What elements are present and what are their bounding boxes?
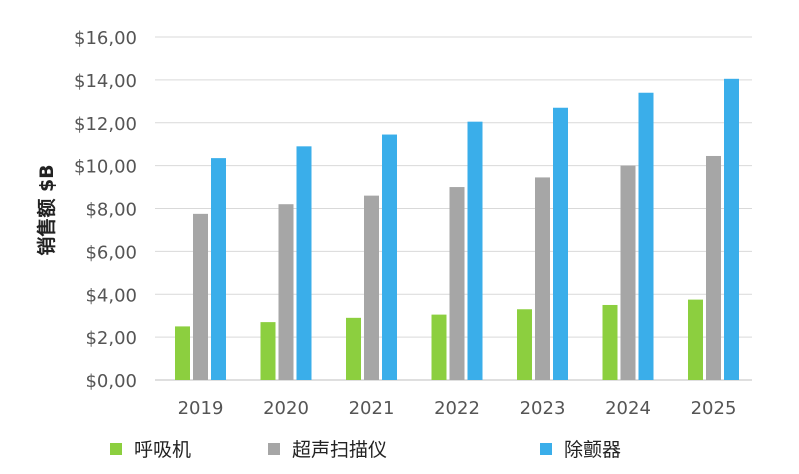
bar-defibrillator	[211, 158, 226, 380]
y-tick-label: $8,00	[85, 200, 137, 221]
bar-defibrillator	[296, 146, 312, 380]
bar-ultrasound	[535, 177, 550, 380]
bar-defibrillator	[724, 78, 739, 380]
bar-ventilator	[431, 314, 447, 380]
legend: 呼吸机 超声扫描仪 除颤器	[110, 439, 621, 461]
legend-swatch	[540, 443, 552, 455]
x-tick-label: 2025	[691, 398, 737, 419]
legend-label: 超声扫描仪	[292, 439, 387, 461]
bar-ultrasound	[449, 187, 465, 380]
y-tick-label: $14,00	[74, 71, 137, 92]
y-axis-ticks: $0,00 $2,00 $4,00 $6,00 $8,00 $10,00 $12,00 $14…	[74, 28, 137, 392]
y-tick-label: $2,00	[85, 328, 137, 349]
bar-ventilator	[260, 322, 276, 380]
x-tick-label: 2024	[605, 398, 651, 419]
bar-ultrasound	[278, 204, 294, 380]
bar-defibrillator	[382, 134, 397, 380]
bar-ultrasound	[620, 165, 636, 380]
legend-swatch	[268, 443, 280, 455]
bar-ventilator	[602, 304, 618, 380]
x-axis-ticks: 2019 2020 2021 2022 2023 2024 2025	[178, 398, 737, 419]
x-tick-label: 2023	[520, 398, 566, 419]
y-tick-label: $10,00	[74, 157, 137, 178]
bar-ventilator	[517, 309, 532, 380]
bar-ultrasound	[193, 213, 208, 380]
y-axis-title: 销售额 $B	[35, 164, 58, 255]
legend-label: 呼吸机	[134, 439, 191, 461]
bar-ultrasound	[364, 195, 379, 380]
bar-defibrillator	[467, 121, 483, 380]
x-tick-label: 2020	[263, 398, 309, 419]
y-tick-label: $16,00	[74, 28, 137, 49]
bars	[175, 78, 739, 381]
x-tick-label: 2022	[434, 398, 480, 419]
bar-ventilator	[175, 326, 190, 380]
bar-ventilator	[346, 317, 361, 380]
y-tick-label: $6,00	[85, 242, 137, 263]
bar-defibrillator	[553, 107, 568, 381]
bar-ultrasound	[706, 155, 721, 380]
x-tick-label: 2019	[178, 398, 224, 419]
y-tick-label: $0,00	[85, 371, 137, 392]
bar-ventilator	[688, 299, 703, 380]
bar-defibrillator	[638, 92, 654, 381]
x-tick-label: 2021	[349, 398, 395, 419]
y-tick-label: $4,00	[85, 285, 137, 306]
legend-label: 除颤器	[564, 439, 621, 461]
y-tick-label: $12,00	[74, 114, 137, 135]
legend-swatch	[110, 443, 122, 455]
